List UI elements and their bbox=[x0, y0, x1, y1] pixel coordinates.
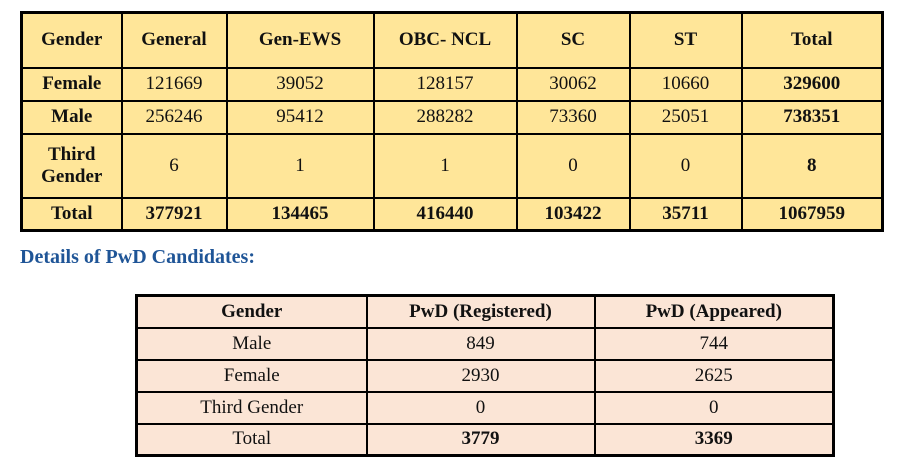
table-row-total: Total 377921 134465 416440 103422 35711 … bbox=[20, 196, 884, 232]
data-cell: 30062 bbox=[515, 66, 631, 102]
data-cell: 3779 bbox=[365, 422, 596, 457]
data-cell: 73360 bbox=[515, 99, 631, 135]
table-row-total: Total 3779 3369 bbox=[135, 422, 835, 457]
total-cell: 8 bbox=[740, 132, 884, 199]
row-label: Male bbox=[20, 99, 123, 135]
data-cell: 744 bbox=[593, 326, 835, 361]
data-cell: 416440 bbox=[372, 196, 518, 232]
registration-table: Gender General Gen-EWS OBC- NCL SC ST To… bbox=[20, 11, 884, 232]
total-cell: 1067959 bbox=[740, 196, 884, 232]
row-label: Female bbox=[20, 66, 123, 102]
table-header-row: Gender General Gen-EWS OBC- NCL SC ST To… bbox=[20, 11, 884, 69]
header-cell-gen-ews: Gen-EWS bbox=[225, 11, 375, 69]
header-cell-pwd-registered: PwD (Registered) bbox=[365, 294, 596, 329]
data-cell: 95412 bbox=[225, 99, 375, 135]
data-cell: 288282 bbox=[372, 99, 518, 135]
data-cell: 2625 bbox=[593, 358, 835, 393]
row-label: Male bbox=[135, 326, 368, 361]
data-cell: 849 bbox=[365, 326, 596, 361]
data-cell: 256246 bbox=[120, 99, 228, 135]
total-cell: 329600 bbox=[740, 66, 884, 102]
data-cell: 25051 bbox=[628, 99, 743, 135]
table-row-male: Male 256246 95412 288282 73360 25051 738… bbox=[20, 99, 884, 135]
data-cell: 1 bbox=[372, 132, 518, 199]
data-cell: 103422 bbox=[515, 196, 631, 232]
data-cell: 128157 bbox=[372, 66, 518, 102]
data-cell: 134465 bbox=[225, 196, 375, 232]
table-header-row: Gender PwD (Registered) PwD (Appeared) bbox=[135, 294, 835, 329]
pwd-table: Gender PwD (Registered) PwD (Appeared) M… bbox=[135, 294, 835, 457]
data-cell: 0 bbox=[365, 390, 596, 425]
total-cell: 738351 bbox=[740, 99, 884, 135]
data-cell: 0 bbox=[593, 390, 835, 425]
header-cell-general: General bbox=[120, 11, 228, 69]
header-cell-total: Total bbox=[740, 11, 884, 69]
header-cell-obc-ncl: OBC- NCL bbox=[372, 11, 518, 69]
header-cell-gender: Gender bbox=[20, 11, 123, 69]
header-cell-gender: Gender bbox=[135, 294, 368, 329]
header-cell-pwd-appeared: PwD (Appeared) bbox=[593, 294, 835, 329]
row-label: Third Gender bbox=[20, 132, 123, 199]
data-cell: 6 bbox=[120, 132, 228, 199]
pwd-section-heading: Details of PwD Candidates: bbox=[20, 246, 255, 268]
data-cell: 0 bbox=[515, 132, 631, 199]
header-cell-st: ST bbox=[628, 11, 743, 69]
table-row-female: Female 2930 2625 bbox=[135, 358, 835, 393]
table-row-third-gender: Third Gender 6 1 1 0 0 8 bbox=[20, 132, 884, 199]
data-cell: 2930 bbox=[365, 358, 596, 393]
row-label: Female bbox=[135, 358, 368, 393]
data-cell: 10660 bbox=[628, 66, 743, 102]
header-cell-sc: SC bbox=[515, 11, 631, 69]
data-cell: 35711 bbox=[628, 196, 743, 232]
table-row-male: Male 849 744 bbox=[135, 326, 835, 361]
row-label: Total bbox=[135, 422, 368, 457]
data-cell: 377921 bbox=[120, 196, 228, 232]
row-label: Total bbox=[20, 196, 123, 232]
table-row-third-gender: Third Gender 0 0 bbox=[135, 390, 835, 425]
data-cell: 0 bbox=[628, 132, 743, 199]
data-cell: 3369 bbox=[593, 422, 835, 457]
row-label: Third Gender bbox=[135, 390, 368, 425]
data-cell: 121669 bbox=[120, 66, 228, 102]
data-cell: 1 bbox=[225, 132, 375, 199]
data-cell: 39052 bbox=[225, 66, 375, 102]
table-row-female: Female 121669 39052 128157 30062 10660 3… bbox=[20, 66, 884, 102]
